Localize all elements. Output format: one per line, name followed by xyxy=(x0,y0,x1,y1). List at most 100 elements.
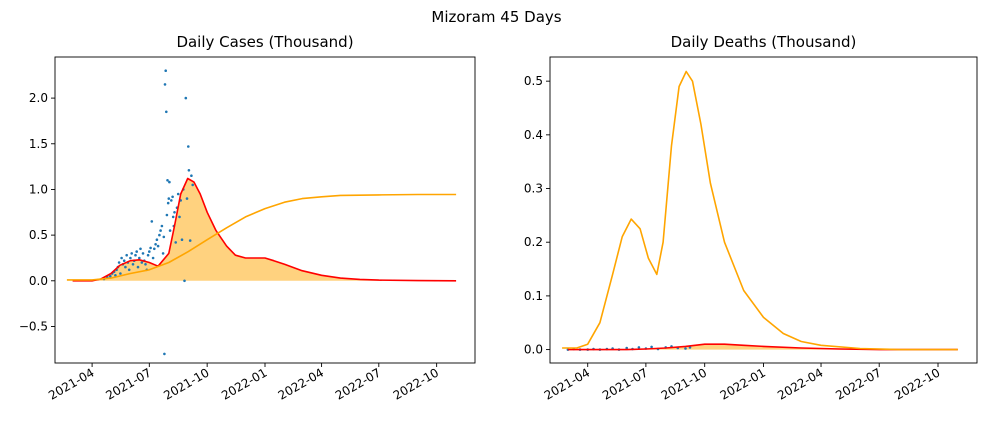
y-tick-label: 0.2 xyxy=(524,235,543,249)
scatter-point xyxy=(191,183,194,187)
scatter-point xyxy=(170,199,173,202)
x-tick-label: 2022-04 xyxy=(276,365,326,402)
scatter-point xyxy=(136,265,140,269)
y-tick-label: 0.0 xyxy=(524,343,543,357)
x-tick-label: 2022-07 xyxy=(333,365,383,402)
scatter-point xyxy=(122,259,126,263)
x-tick-label: 2021-04 xyxy=(46,365,96,402)
scatter-point xyxy=(176,192,180,196)
chart-title: Daily Deaths (Thousand) xyxy=(671,33,857,51)
y-tick-label: −0.5 xyxy=(19,319,48,333)
scatter-point xyxy=(114,274,117,277)
fit-line xyxy=(72,177,457,282)
scatter-point xyxy=(166,201,170,205)
x-tick-label: 2021-04 xyxy=(542,365,592,402)
fit-line xyxy=(567,343,958,351)
scatter-point xyxy=(131,263,135,266)
scatter-point xyxy=(165,110,168,114)
scatter-point xyxy=(185,197,189,200)
plot-daily-cases: Daily Cases (Thousand) −0.5 0.0 0.5 1.0 1.5 2.… xyxy=(19,33,476,403)
scatter-point xyxy=(163,352,166,356)
scatter-point xyxy=(141,252,145,255)
x-tick-label: 2022-04 xyxy=(775,365,825,402)
scatter-point xyxy=(154,243,157,246)
scatter-point xyxy=(171,215,175,219)
x-tick-label: 2021-10 xyxy=(659,365,709,402)
scatter-point xyxy=(149,246,152,250)
y-tick-label: 0.5 xyxy=(29,228,48,242)
scatter-point xyxy=(158,233,161,237)
y-tick-label: 0.0 xyxy=(29,274,48,288)
cumulative-line xyxy=(562,70,958,351)
scatter-point xyxy=(174,241,177,244)
chart-title: Daily Cases (Thousand) xyxy=(176,33,353,51)
cumulative-line xyxy=(66,193,457,281)
y-tick-label: 1.0 xyxy=(29,182,48,196)
y-tick-label: 0.1 xyxy=(524,289,543,303)
x-tick-label: 2021-07 xyxy=(600,365,650,402)
scatter-point xyxy=(178,215,181,219)
scatter-point xyxy=(163,83,167,86)
scatter-point xyxy=(148,250,151,253)
scatter-point xyxy=(144,263,147,266)
scatter-point xyxy=(161,252,165,255)
scatter-point xyxy=(153,247,156,251)
scatter-point xyxy=(146,253,150,257)
plot-area xyxy=(66,69,457,356)
scatter-point xyxy=(187,145,190,148)
scatter-point xyxy=(160,224,164,228)
plot-area xyxy=(562,70,958,351)
scatter-point xyxy=(167,197,171,200)
scatter-point xyxy=(187,169,191,172)
x-tick-label: 2022-01 xyxy=(718,365,768,402)
scatter-point xyxy=(155,238,159,241)
scatter-point xyxy=(129,256,132,260)
scatter-point xyxy=(150,220,154,223)
series-fill-area xyxy=(72,178,457,281)
scatter-point xyxy=(637,346,641,349)
scatter-point xyxy=(168,229,172,232)
scatter-point xyxy=(183,279,186,283)
y-tick-label: 0.5 xyxy=(524,74,543,88)
scatter-point xyxy=(134,253,137,257)
plot-daily-deaths: Daily Deaths (Thousand) 0.0 0.1 0.2 0.3 0.4 0.… xyxy=(524,33,978,403)
scatter-point xyxy=(164,69,167,72)
y-tick-label: 0.4 xyxy=(524,128,543,142)
x-tick-label: 2021-07 xyxy=(103,365,153,402)
scatter-point xyxy=(156,244,160,248)
y-tick-label: 2.0 xyxy=(29,91,48,105)
scatter-point xyxy=(625,346,628,350)
scatter-point xyxy=(165,213,169,217)
scatter-point xyxy=(135,250,138,253)
y-tick-label: 0.3 xyxy=(524,182,543,196)
scatter-point xyxy=(140,261,144,264)
y-tick-label: 1.5 xyxy=(29,137,48,151)
scatter-point xyxy=(171,195,174,199)
scatter-point xyxy=(138,256,141,260)
x-tick-label: 2022-07 xyxy=(833,365,883,402)
scatter-point xyxy=(168,180,171,184)
scatter-point xyxy=(119,272,122,275)
scatter-point xyxy=(159,229,162,232)
scatter-series xyxy=(102,69,194,356)
scatter-point xyxy=(127,268,131,272)
scatter-point xyxy=(166,179,169,182)
x-tick-label: 2022-10 xyxy=(391,365,441,402)
x-tick-label: 2021-10 xyxy=(161,365,211,402)
scatter-point xyxy=(109,274,112,278)
scatter-point xyxy=(151,256,155,260)
scatter-point xyxy=(125,253,128,257)
plot-frame xyxy=(54,56,476,364)
scatter-point xyxy=(184,96,188,100)
scatter-point xyxy=(162,235,166,239)
x-tick-label: 2022-01 xyxy=(219,365,269,402)
scatter-point xyxy=(124,265,127,269)
scatter-point xyxy=(120,256,123,260)
x-tick-label: 2022-10 xyxy=(892,365,942,402)
scatter-point xyxy=(180,238,184,241)
scatter-point xyxy=(650,345,653,349)
scatter-point xyxy=(190,174,193,177)
figure-title: Mizoram 45 Days xyxy=(431,8,562,26)
scatter-point xyxy=(130,252,133,255)
